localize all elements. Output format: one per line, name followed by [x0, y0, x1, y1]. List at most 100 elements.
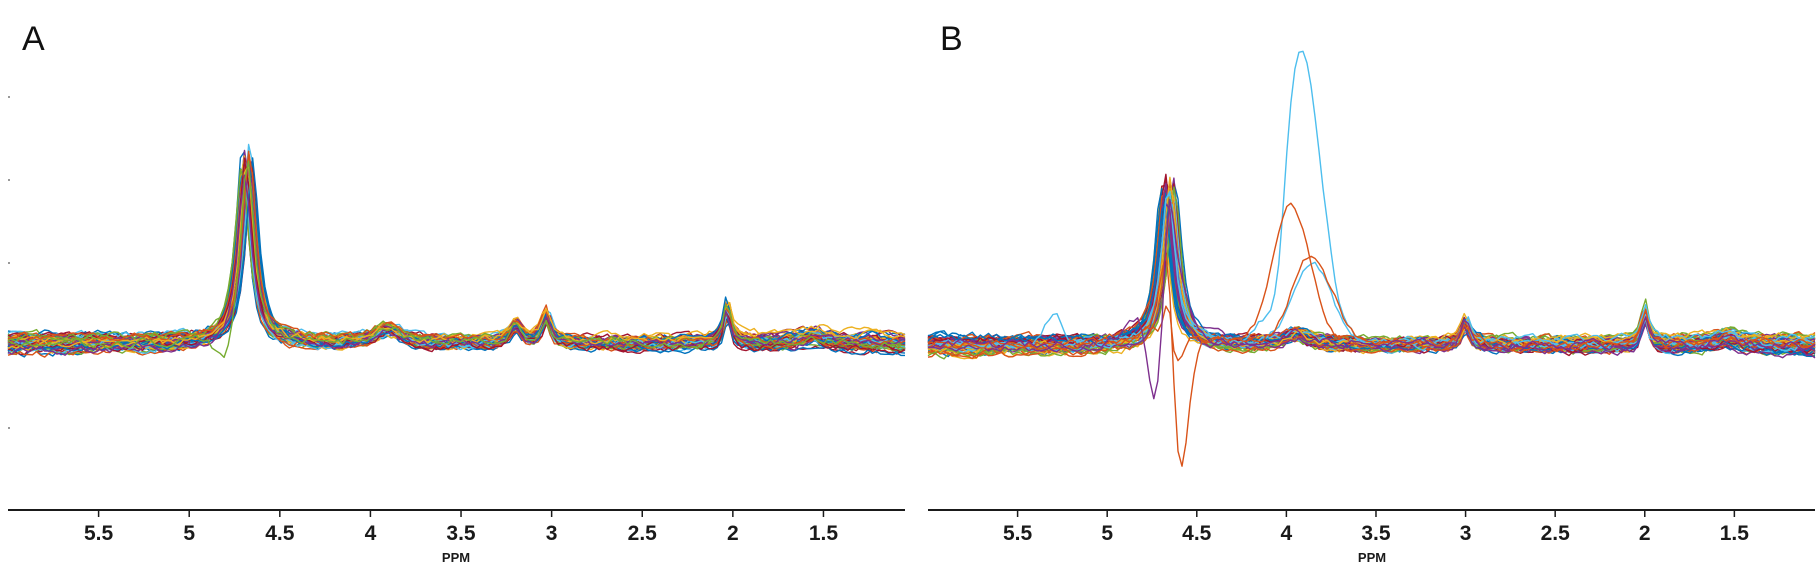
series-line: [927, 197, 1816, 355]
series-line: [927, 193, 1816, 357]
series-line: [927, 203, 1816, 354]
panel-a-traces: [7, 143, 906, 359]
series-line: [7, 157, 906, 352]
series-line: [7, 177, 906, 351]
series-line: [7, 161, 906, 352]
series-line: [7, 173, 906, 348]
x-tick-label: 5.5: [84, 522, 114, 545]
x-tick-label: 4: [1281, 522, 1293, 545]
series-line: [7, 172, 906, 352]
series-line: [7, 173, 906, 354]
series-line: [7, 168, 906, 358]
series-line: [7, 174, 906, 346]
series-line: [7, 161, 906, 354]
series-line: [927, 188, 1816, 354]
series-line: [7, 166, 906, 349]
panel-a-x-axis-title: PPM: [442, 550, 470, 565]
series-line: [7, 165, 906, 351]
series-line: [7, 155, 906, 354]
x-tick-label: 3.5: [1361, 522, 1391, 545]
series-line: [7, 161, 906, 351]
series-line: [7, 167, 906, 356]
x-tick-label: 2: [1639, 522, 1651, 545]
series-line: [7, 162, 906, 352]
series-line: [927, 199, 1816, 354]
series-line: [7, 164, 906, 351]
series-line: [927, 194, 1816, 355]
series-line: [927, 201, 1816, 359]
x-tick-label: 3: [1460, 522, 1472, 545]
x-tick-label: 4: [365, 522, 377, 545]
series-line: [927, 185, 1816, 356]
x-tick-label: 3: [546, 522, 558, 545]
series-line: [927, 192, 1816, 353]
series-line: [7, 175, 906, 351]
series-line: [8, 150, 906, 351]
series-line: [7, 172, 906, 352]
panel-a-label: A: [22, 20, 45, 58]
panel-b-ticks: 5.5 5 4.5 4 3.5 3 2.5 2 1.5: [1003, 510, 1749, 545]
x-tick-label: 4.5: [265, 522, 295, 545]
series-line: [7, 159, 906, 354]
series-line: [927, 191, 1816, 351]
series-line: [7, 164, 906, 352]
panel-a-ticks: 5.5 5 4.5 4 3.5 3 2.5 2 1.5: [84, 510, 838, 545]
outlier-series-line: [927, 190, 1816, 352]
series-line: [7, 162, 905, 357]
series-line: [927, 202, 1816, 353]
series-line: [927, 183, 1816, 354]
series-line: [927, 181, 1816, 353]
series-line: [927, 187, 1816, 358]
series-line: [7, 168, 906, 347]
series-line: [7, 172, 906, 346]
series-line: [7, 162, 906, 351]
series-line: [7, 163, 906, 349]
x-tick-label: 5: [1101, 522, 1113, 545]
series-line: [7, 174, 906, 351]
series-line: [927, 186, 1816, 357]
series-line: [7, 152, 906, 354]
series-line: [7, 174, 906, 356]
outlier-series-line: [7, 160, 906, 359]
series-line: [7, 162, 906, 352]
x-tick-label: 5: [183, 522, 195, 545]
series-line: [927, 182, 1816, 359]
series-line: [7, 168, 906, 355]
series-line: [7, 168, 906, 349]
series-line: [927, 200, 1816, 354]
series-line: [927, 195, 1816, 357]
series-line: [7, 143, 906, 350]
series-line: [7, 171, 906, 350]
series-line: [7, 157, 906, 346]
series-line: [7, 162, 906, 347]
series-line: [927, 208, 1816, 352]
series-line: [7, 166, 906, 352]
series-line: [927, 193, 1816, 351]
panel-a: A 5.5 5 4.5 4 3.5 3 2.5 2 1.5 PPM: [7, 20, 906, 565]
series-line: [7, 163, 906, 354]
series-line: [7, 163, 906, 356]
series-line: [7, 171, 906, 352]
series-line: [7, 159, 906, 353]
series-line: [927, 178, 1816, 354]
series-line: [7, 158, 906, 352]
series-line: [927, 188, 1816, 346]
x-tick-label: 1.5: [1720, 522, 1750, 545]
series-line: [7, 178, 906, 353]
series-line: [927, 183, 1816, 354]
series-line: [7, 179, 906, 349]
outlier-series-line: [927, 50, 1816, 352]
series-line: [928, 204, 1816, 355]
series-line: [927, 189, 1816, 351]
x-tick-label: 2.5: [1541, 522, 1571, 545]
series-line: [7, 175, 906, 352]
outlier-series-line: [927, 255, 1816, 362]
series-line: [927, 197, 1816, 354]
series-line: [927, 181, 1816, 356]
series-line: [7, 164, 906, 348]
series-line: [7, 150, 906, 346]
series-line: [927, 186, 1816, 354]
series-line: [7, 173, 906, 356]
series-line: [927, 199, 1816, 351]
